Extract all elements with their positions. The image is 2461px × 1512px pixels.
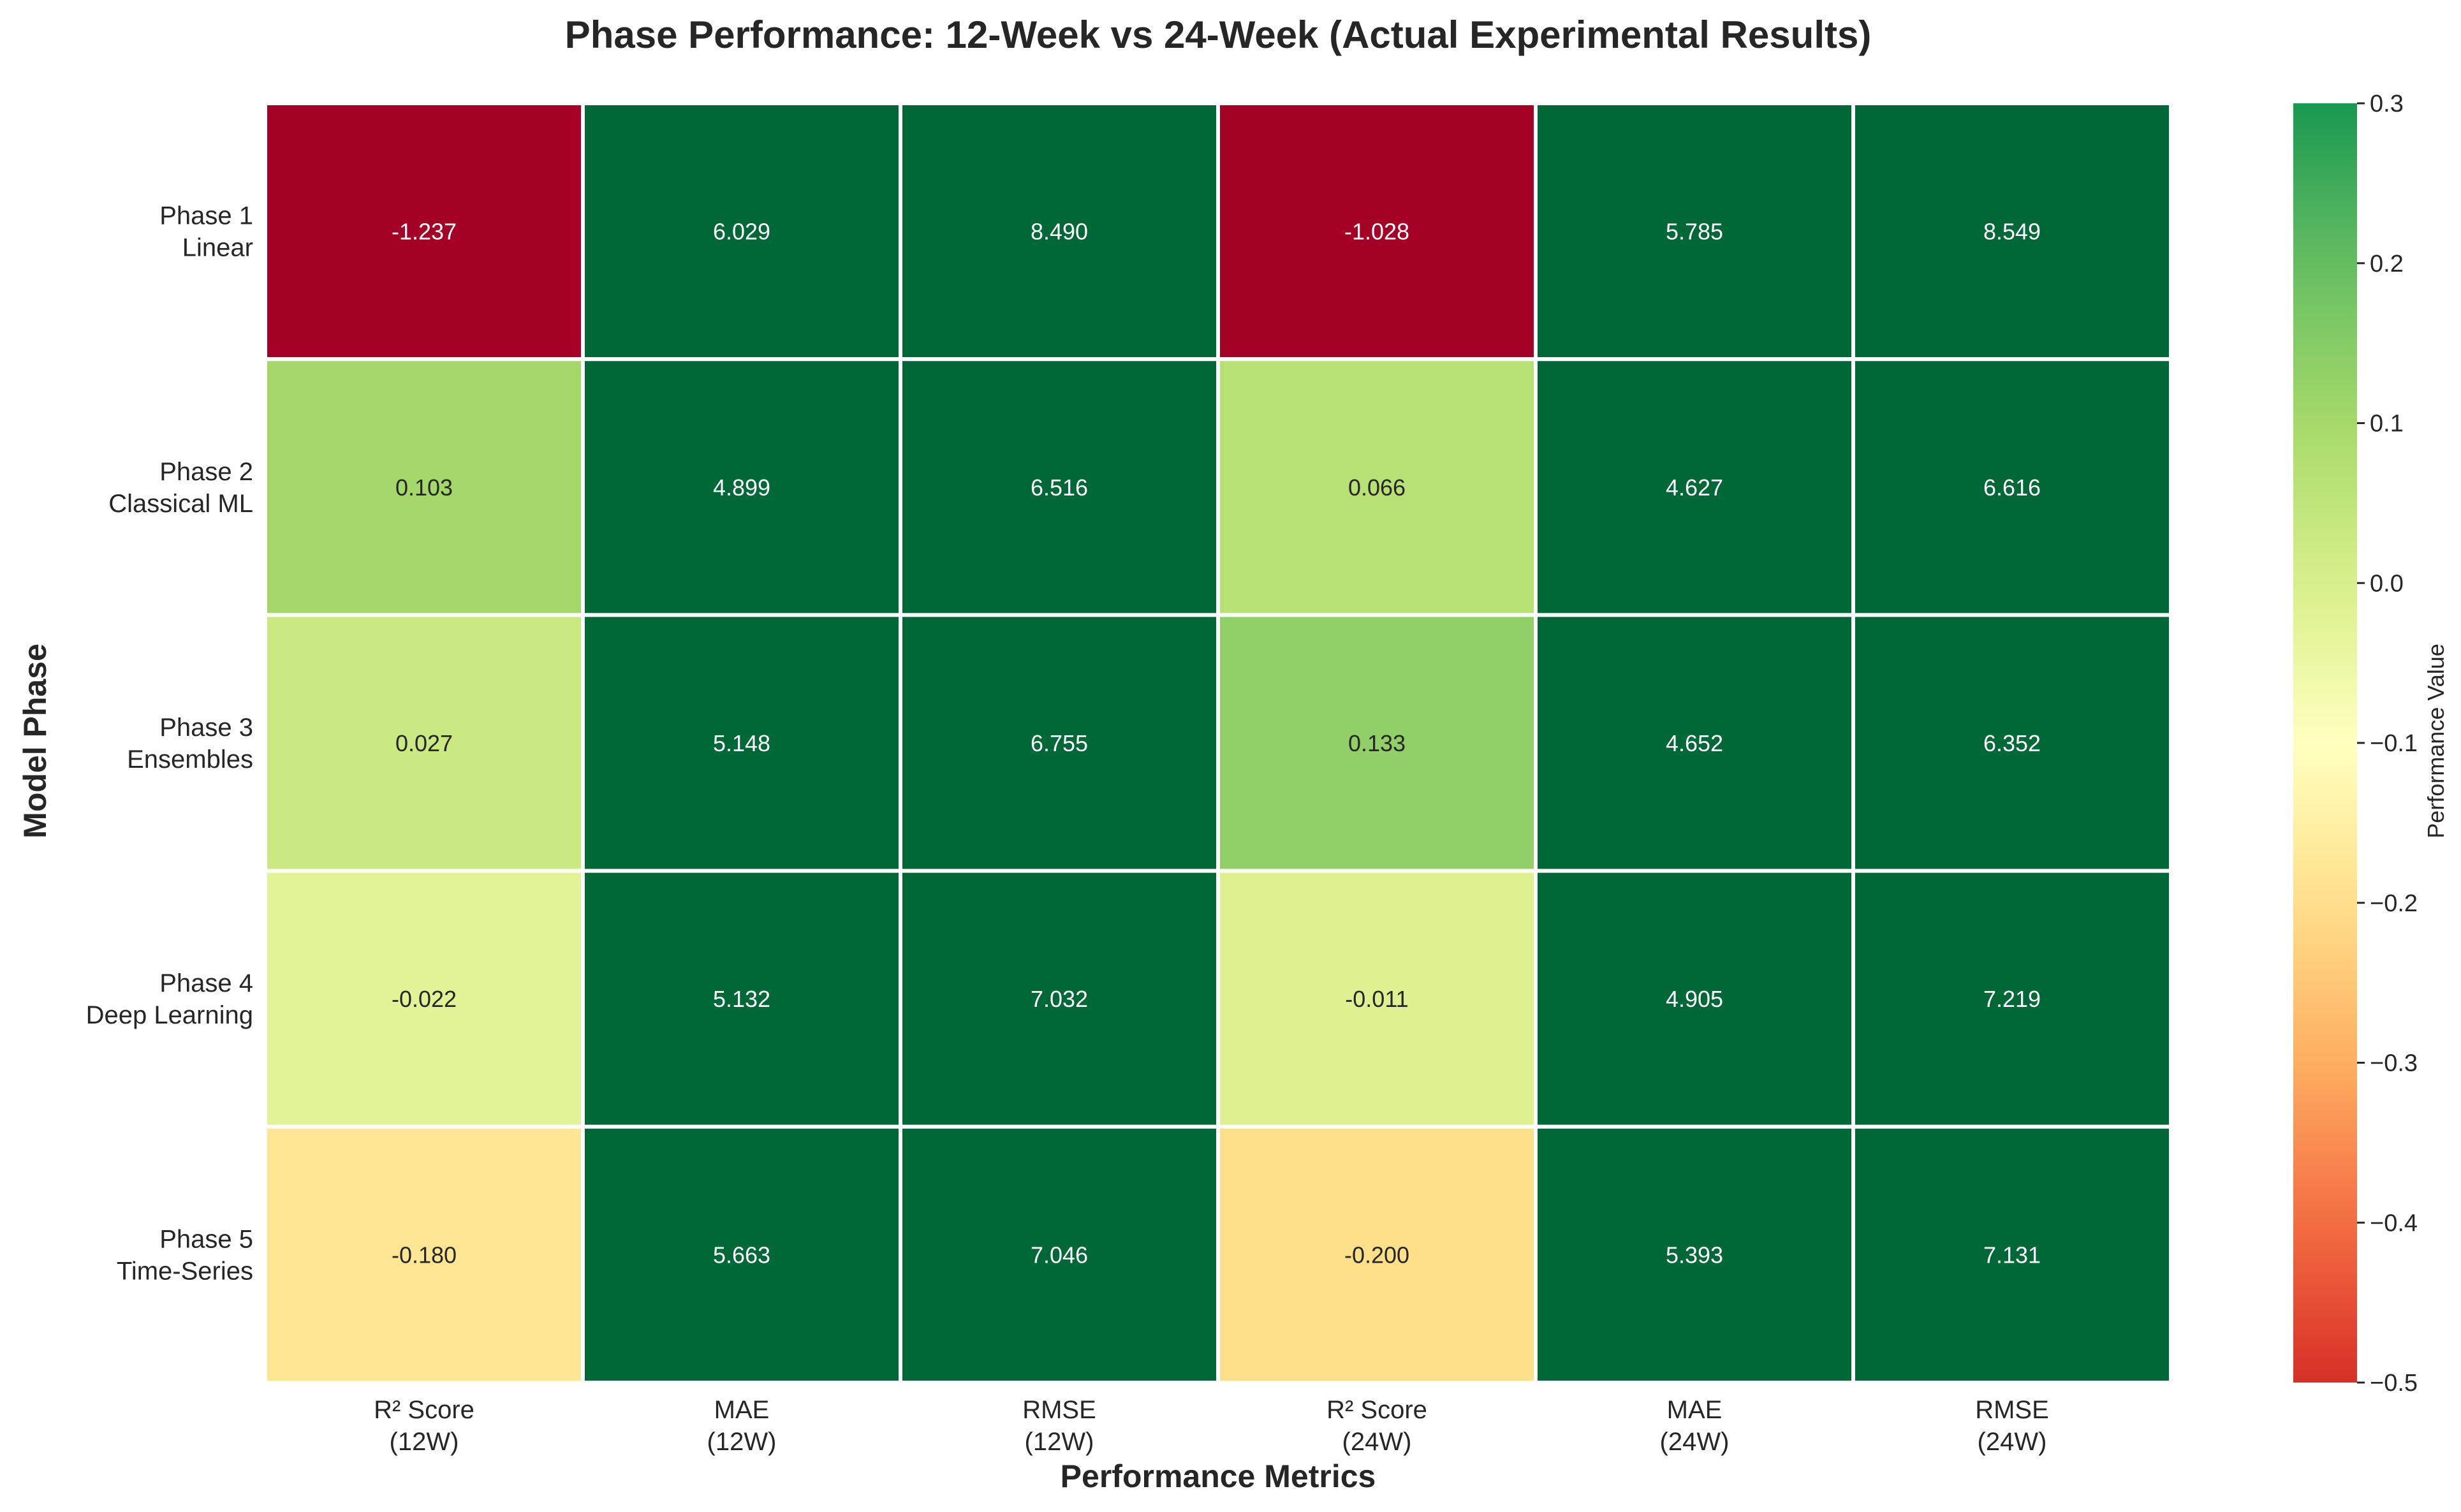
heatmap-cell <box>1851 101 2173 362</box>
heatmap-cell <box>1851 1124 2173 1385</box>
heatmap-cell <box>581 101 902 362</box>
colorbar: 0.3 0.2 0.1 0.0 −0.1 −0.2 −0.3 −0.4 −0.5 <box>2293 91 2418 1397</box>
cell-value-label: 5.785 <box>1666 219 1723 245</box>
cell-value-label: 5.393 <box>1666 1242 1723 1268</box>
cell-value-label: 5.663 <box>713 1242 770 1268</box>
x-tick-label: (12W) <box>707 1428 777 1456</box>
cell-value-label: 6.755 <box>1031 730 1088 756</box>
x-tick-label: MAE <box>714 1396 770 1424</box>
y-tick-label: Phase 3 <box>159 714 253 742</box>
colorbar-tick-label: 0.1 <box>2370 411 2404 437</box>
cell-value-label: 4.627 <box>1666 474 1723 501</box>
x-tick-label: RMSE <box>1022 1396 1096 1424</box>
colorbar-tick-label: −0.2 <box>2370 890 2418 917</box>
x-tick-label: (24W) <box>1660 1428 1730 1456</box>
heatmap-cell <box>1216 357 1538 617</box>
x-tick-labels: R² Score (12W) MAE (12W) RMSE (12W) R² Score (2… <box>374 1396 2049 1456</box>
heatmap-cells: -1.237 6.029 8.490 -1.028 5.785 8.549 0.103 4.8… <box>263 101 2173 1385</box>
cell-value-label: 4.905 <box>1666 986 1723 1012</box>
heatmap-cell <box>263 613 585 873</box>
heatmap-cell <box>899 869 1220 1129</box>
y-tick-label: Linear <box>182 234 253 262</box>
heatmap-cell <box>1216 1124 1538 1385</box>
cell-value-label: 7.046 <box>1031 1242 1088 1268</box>
heatmap-cell <box>1851 613 2173 873</box>
x-tick-label: MAE <box>1667 1396 1723 1424</box>
cell-value-label: 7.219 <box>1983 986 2041 1012</box>
cell-value-label: -0.022 <box>392 986 457 1012</box>
cell-value-label: -1.237 <box>392 219 457 245</box>
y-tick-labels: Phase 1 Linear Phase 2 Classical ML Phase 3 E… <box>86 202 253 1286</box>
cell-value-label: -1.028 <box>1344 219 1409 245</box>
heatmap-cell <box>263 101 585 362</box>
heatmap-cell <box>1851 357 2173 617</box>
cell-value-label: -0.011 <box>1345 986 1408 1012</box>
cell-value-label: 4.899 <box>713 474 770 501</box>
x-tick-label: (24W) <box>1978 1428 2047 1456</box>
cell-value-label: 6.352 <box>1983 730 2041 756</box>
cell-value-label: 4.652 <box>1666 730 1723 756</box>
colorbar-gradient <box>2293 103 2357 1383</box>
x-tick-label: (12W) <box>390 1428 459 1456</box>
heatmap-cell <box>581 869 902 1129</box>
heatmap-cell <box>1534 1124 1855 1385</box>
cell-value-label: 6.516 <box>1031 474 1088 501</box>
y-tick-label: Phase 2 <box>159 458 253 486</box>
heatmap-cell <box>263 869 585 1129</box>
y-tick-label: Time-Series <box>117 1257 253 1285</box>
heatmap-cell <box>899 1124 1220 1385</box>
cell-value-label: 5.132 <box>713 986 770 1012</box>
cell-value-label: 7.131 <box>1983 1242 2041 1268</box>
heatmap-cell <box>1534 101 1855 362</box>
x-tick-label: (24W) <box>1342 1428 1412 1456</box>
chart-title: Phase Performance: 12-Week vs 24-Week (A… <box>565 13 1872 56</box>
x-axis-title: Performance Metrics <box>1061 1458 1376 1494</box>
cell-value-label: -0.180 <box>392 1242 457 1268</box>
cell-value-label: 5.148 <box>713 730 770 756</box>
x-tick-label: R² Score <box>374 1396 474 1424</box>
y-tick-label: Classical ML <box>108 490 253 518</box>
heatmap-cell <box>581 613 902 873</box>
colorbar-tick-label: −0.5 <box>2370 1370 2418 1397</box>
colorbar-title: Performance Value <box>2423 643 2449 839</box>
heatmap-cell <box>1534 869 1855 1129</box>
x-tick-label: R² Score <box>1326 1396 1427 1424</box>
heatmap-cell <box>1534 613 1855 873</box>
cell-value-label: 6.029 <box>713 219 770 245</box>
colorbar-tick-label: −0.3 <box>2370 1050 2418 1077</box>
heatmap-cell <box>899 101 1220 362</box>
y-tick-label: Phase 4 <box>159 969 253 997</box>
colorbar-tick-label: 0.2 <box>2370 251 2404 277</box>
cell-value-label: 0.103 <box>395 474 453 501</box>
heatmap-cell <box>1216 101 1538 362</box>
cell-value-label: 6.616 <box>1983 474 2041 501</box>
heatmap-cell <box>581 357 902 617</box>
y-axis-title: Model Phase <box>17 643 53 839</box>
cell-value-label: 8.490 <box>1031 219 1088 245</box>
x-tick-label: (12W) <box>1025 1428 1094 1456</box>
heatmap-cell <box>1216 613 1538 873</box>
cell-value-label: 7.032 <box>1031 986 1088 1012</box>
cell-value-label: 8.549 <box>1983 219 2041 245</box>
heatmap-cell <box>1216 869 1538 1129</box>
y-tick-label: Deep Learning <box>86 1001 253 1029</box>
x-tick-label: RMSE <box>1975 1396 2049 1424</box>
cell-value-label: 0.133 <box>1348 730 1406 756</box>
colorbar-tick-label: −0.4 <box>2370 1210 2418 1237</box>
colorbar-tick-label: 0.0 <box>2370 570 2404 597</box>
cell-value-label: -0.200 <box>1344 1242 1409 1268</box>
colorbar-tick-label: −0.1 <box>2370 730 2418 757</box>
colorbar-tick-label: 0.3 <box>2370 91 2404 117</box>
cell-value-label: 0.027 <box>395 730 453 756</box>
y-tick-label: Phase 1 <box>159 202 253 230</box>
heatmap-cell <box>1851 869 2173 1129</box>
y-tick-label: Phase 5 <box>159 1225 253 1253</box>
heatmap-cell <box>263 1124 585 1385</box>
cell-value-label: 0.066 <box>1348 474 1406 501</box>
y-tick-label: Ensembles <box>127 745 253 774</box>
